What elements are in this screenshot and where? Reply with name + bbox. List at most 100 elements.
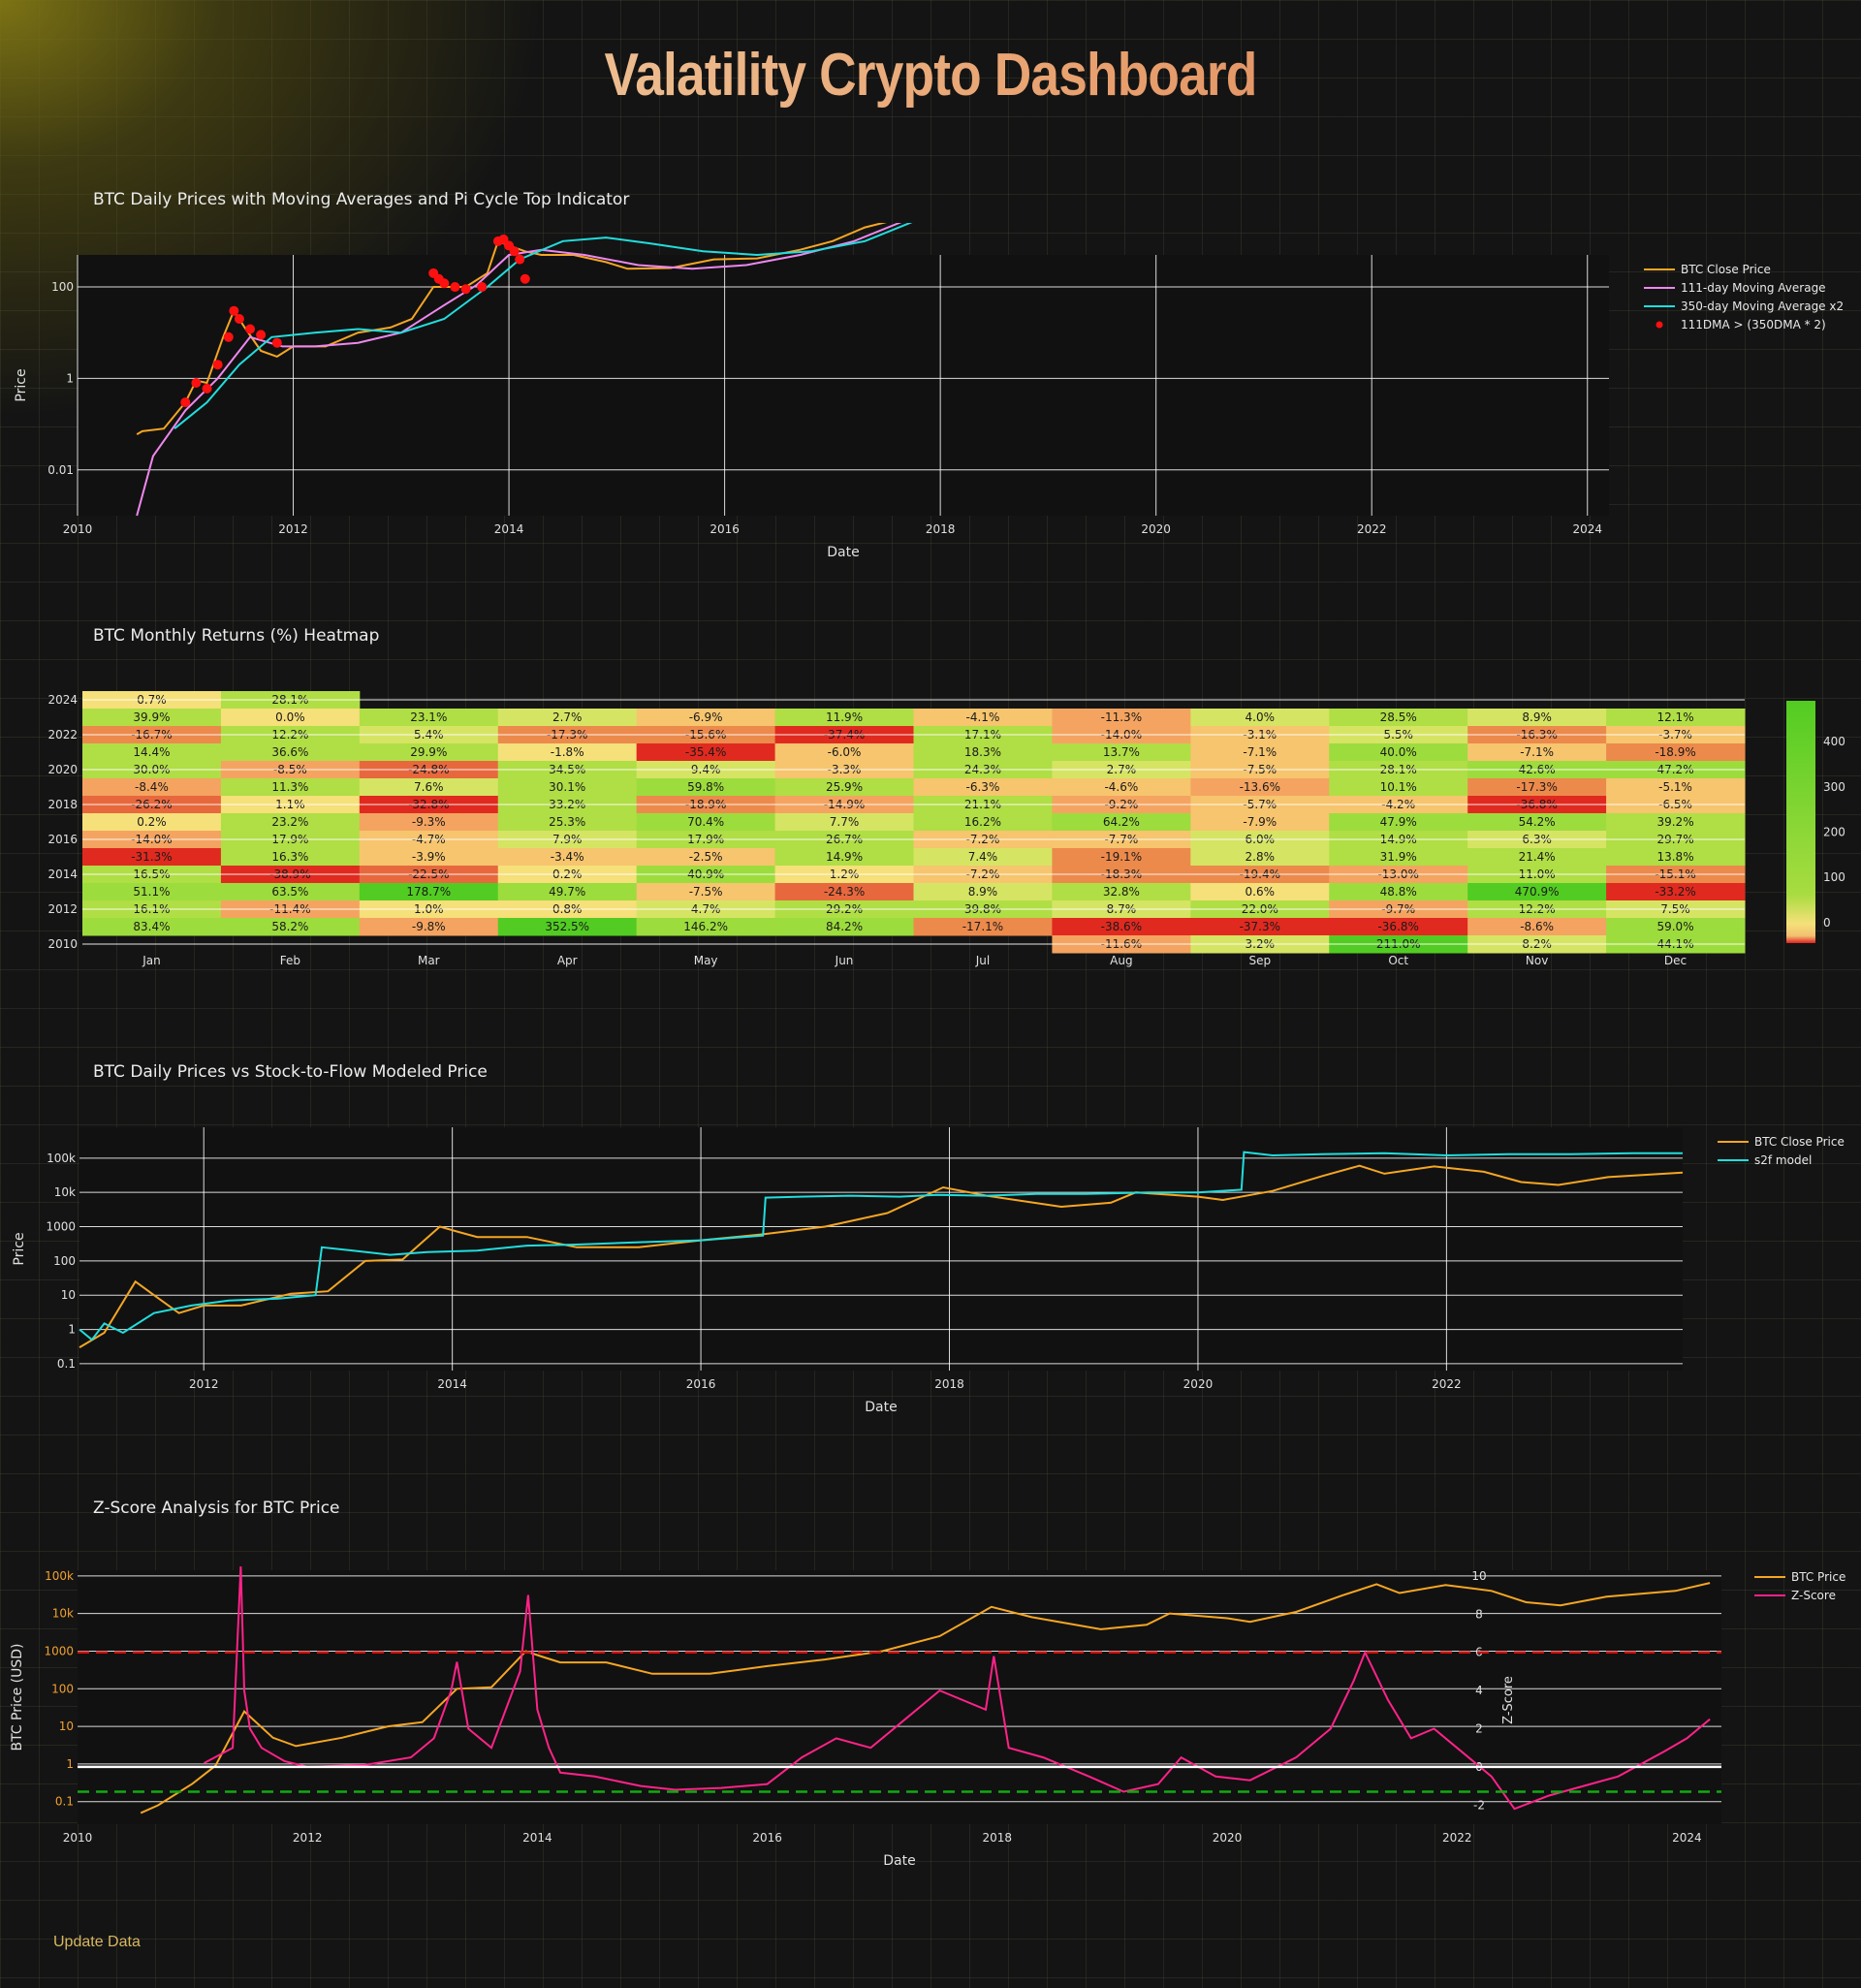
heatmap-cell-label: -8.6% bbox=[1520, 920, 1554, 933]
heatmap-cell-label: 59.8% bbox=[687, 780, 724, 794]
x-tick-label: Dec bbox=[1664, 954, 1687, 967]
zscore-chart-title: Z-Score Analysis for BTC Price bbox=[93, 1499, 340, 1518]
x-tick-label: 2024 bbox=[1672, 1831, 1702, 1845]
heatmap-cell bbox=[774, 743, 914, 762]
heatmap-cell-label: -37.3% bbox=[1240, 920, 1280, 933]
heatmap-cell-label: -17.1% bbox=[962, 920, 1003, 933]
heatmap-cell-label: 0.0% bbox=[275, 710, 305, 724]
heatmap-cell-label: 58.2% bbox=[271, 920, 308, 933]
pi-signal-point bbox=[191, 377, 202, 388]
heatmap-cell-label: -7.1% bbox=[1520, 745, 1554, 759]
pi-signal-point bbox=[202, 383, 212, 394]
heatmap-cell bbox=[636, 883, 776, 901]
x-tick-label: 2012 bbox=[293, 1831, 323, 1845]
x-tick-label: 2010 bbox=[63, 522, 93, 536]
heatmap-cell-label: -2.5% bbox=[689, 850, 723, 864]
heatmap-cell-label: 70.4% bbox=[687, 815, 724, 829]
y-tick-label: 100k bbox=[47, 1152, 76, 1165]
y-tick-label: 0.1 bbox=[57, 1357, 76, 1371]
heatmap-cell-label: -7.1% bbox=[1243, 745, 1277, 759]
monthly-returns-heatmap[interactable]: 0.7% 28.1%39.9% 0.0% 23.1% 2.7% -6.9% 11.9% -4.… bbox=[0, 678, 1861, 979]
y-tick-label: 100 bbox=[51, 1682, 74, 1695]
x-tick-label: Jun bbox=[835, 954, 854, 967]
pi-signal-point bbox=[234, 314, 244, 325]
heatmap-cell-label: 18.3% bbox=[964, 745, 1001, 759]
heatmap-cell bbox=[636, 848, 776, 867]
heatmap-cell bbox=[1329, 813, 1468, 832]
y-axis-title: Price bbox=[12, 1232, 27, 1265]
heatmap-cell bbox=[220, 813, 361, 832]
heatmap-cell-label: 14.4% bbox=[133, 745, 170, 759]
y2-axis-title: Z-Score bbox=[1501, 1676, 1516, 1724]
heatmap-cell-label: -7.9% bbox=[1243, 815, 1277, 829]
y-tick-label: 1 bbox=[68, 1323, 76, 1337]
x-axis-title: Date bbox=[865, 1400, 897, 1415]
heatmap-cell bbox=[913, 883, 1053, 901]
heatmap-cell bbox=[359, 883, 499, 901]
x-tick-label: 2014 bbox=[437, 1377, 467, 1391]
pi-cycle-chart[interactable]: 2010 2012 2014 2016 2018 2020 2022 2024 0.01 1 100… bbox=[0, 223, 1861, 572]
heatmap-cell-label: 39.9% bbox=[133, 710, 170, 724]
heatmap-cell bbox=[1467, 813, 1607, 832]
heatmap-cell bbox=[636, 743, 776, 762]
heatmap-cell bbox=[1190, 848, 1330, 867]
x-tick-label: 2024 bbox=[1572, 522, 1602, 536]
pi-signal-point bbox=[509, 246, 520, 257]
x-tick-label: Mar bbox=[418, 954, 440, 967]
heatmap-cell bbox=[1052, 848, 1191, 867]
heatmap-cell-label: 64.2% bbox=[1103, 815, 1140, 829]
heatmap-cell bbox=[220, 778, 361, 797]
heatmap-cell bbox=[1329, 918, 1468, 936]
heatmap-cell bbox=[1190, 743, 1330, 762]
heatmap-cell bbox=[774, 709, 914, 727]
heatmap-cell bbox=[359, 709, 499, 727]
heatmap-cell bbox=[1329, 848, 1468, 867]
heatmap-cell-label: 4.0% bbox=[1246, 710, 1276, 724]
zscore-chart[interactable]: 2010 2012 2014 2016 2018 2020 2022 2024 0.1 1 10 10… bbox=[0, 1541, 1861, 1871]
x-tick-label: May bbox=[694, 954, 718, 967]
heatmap-cell-label: 31.9% bbox=[1380, 850, 1417, 864]
heatmap-cell-label: 7.7% bbox=[830, 815, 860, 829]
heatmap-cell-label: 352.5% bbox=[545, 920, 589, 933]
x-tick-label: Jul bbox=[975, 954, 990, 967]
legend-label: 111-day Moving Average bbox=[1681, 281, 1826, 295]
x-tick-label: 2018 bbox=[926, 522, 956, 536]
heatmap-cell bbox=[1606, 883, 1746, 901]
legend-label: Z-Score bbox=[1791, 1589, 1836, 1602]
heatmap-cell bbox=[1052, 918, 1191, 936]
heatmap-cell bbox=[497, 813, 638, 832]
update-data-button[interactable]: Update Data bbox=[53, 1934, 141, 1950]
s2f-chart-title: BTC Daily Prices vs Stock-to-Flow Modele… bbox=[93, 1062, 488, 1082]
y2-tick-label: 4 bbox=[1475, 1684, 1483, 1697]
heatmap-cell-label: -6.3% bbox=[966, 780, 1000, 794]
heatmap-cell-label: -11.3% bbox=[1101, 710, 1142, 724]
heatmap-cell-label: -3.4% bbox=[551, 850, 584, 864]
heatmap-cell bbox=[497, 709, 638, 727]
heatmap-cell-label: -33.2% bbox=[1655, 885, 1695, 899]
pi-signal-point bbox=[271, 337, 282, 348]
heatmap-cell bbox=[636, 709, 776, 727]
y-tick-label: 2012 bbox=[47, 902, 78, 916]
legend-label: 350-day Moving Average x2 bbox=[1681, 300, 1844, 313]
heatmap-cell bbox=[913, 743, 1053, 762]
heatmap-cell bbox=[359, 848, 499, 867]
colorbar bbox=[1786, 701, 1815, 943]
colorbar-tick-label: 0 bbox=[1823, 916, 1831, 930]
y-tick-label: 1000 bbox=[46, 1220, 76, 1234]
y-tick-label: 10k bbox=[54, 1185, 76, 1199]
pi-signal-point bbox=[212, 360, 223, 370]
y-tick-label: 10 bbox=[59, 1720, 74, 1733]
x-tick-label: 2020 bbox=[1213, 1831, 1243, 1845]
s2f-chart[interactable]: 2012 2014 2016 2018 2020 2022 0.1 1 10 100 1000 10k… bbox=[0, 1105, 1861, 1435]
heatmap-cell bbox=[82, 848, 222, 867]
x-tick-label: Apr bbox=[557, 954, 578, 967]
s2f-model-line bbox=[79, 1151, 1683, 1341]
heatmap-cell-label: 47.9% bbox=[1380, 815, 1417, 829]
pi-signal-point bbox=[229, 305, 239, 316]
heatmap-cell-label: 49.7% bbox=[549, 885, 585, 899]
y-tick-label: 1 bbox=[66, 371, 74, 385]
heatmap-cell-label: -18.9% bbox=[1655, 745, 1695, 759]
heatmap-cell bbox=[220, 918, 361, 936]
heatmap-cell bbox=[220, 883, 361, 901]
heatmap-cell-label: -13.6% bbox=[1240, 780, 1280, 794]
